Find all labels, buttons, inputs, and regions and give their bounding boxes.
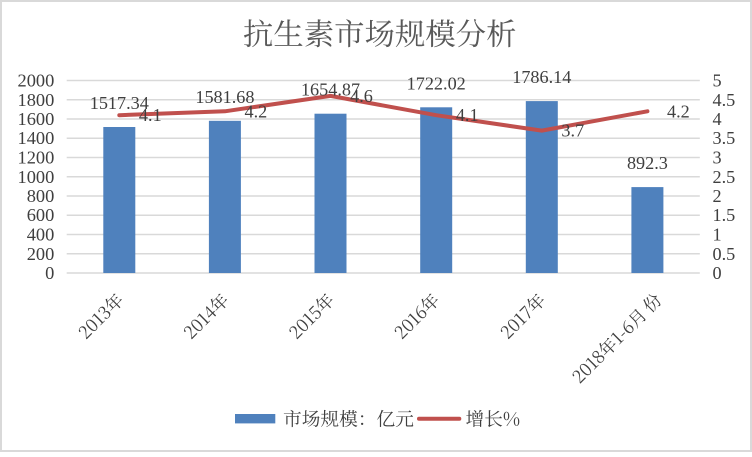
svg-text:2.5: 2.5 (713, 167, 736, 187)
svg-text:1.5: 1.5 (713, 205, 736, 225)
svg-text:4.1: 4.1 (456, 105, 479, 125)
svg-text:2000: 2000 (18, 71, 55, 91)
svg-text:800: 800 (27, 186, 55, 206)
svg-text:4.1: 4.1 (139, 105, 162, 125)
svg-text:4.2: 4.2 (667, 101, 690, 121)
svg-text:1786.14: 1786.14 (512, 67, 571, 87)
svg-text:400: 400 (27, 225, 55, 245)
svg-text:892.3: 892.3 (627, 153, 668, 173)
svg-text:0: 0 (713, 263, 722, 283)
svg-text:1581.68: 1581.68 (195, 87, 254, 107)
svg-text:1517.34: 1517.34 (90, 93, 149, 113)
svg-text:1800: 1800 (18, 90, 55, 110)
svg-text:4.6: 4.6 (350, 86, 373, 106)
svg-text:1400: 1400 (18, 128, 55, 148)
svg-text:4.2: 4.2 (245, 101, 268, 121)
svg-text:2: 2 (713, 186, 722, 206)
svg-text:600: 600 (27, 205, 55, 225)
svg-text:1600: 1600 (18, 109, 55, 129)
svg-text:1722.02: 1722.02 (407, 73, 466, 93)
svg-text:0.5: 0.5 (713, 244, 736, 264)
svg-text:0: 0 (45, 263, 54, 283)
svg-text:200: 200 (27, 244, 55, 264)
svg-text:4.5: 4.5 (713, 90, 736, 110)
svg-text:1654.87: 1654.87 (301, 80, 360, 100)
svg-text:1000: 1000 (18, 167, 55, 187)
svg-text:1: 1 (713, 225, 722, 245)
svg-text:1200: 1200 (18, 148, 55, 168)
svg-text:3.5: 3.5 (713, 128, 736, 148)
svg-text:5: 5 (713, 71, 722, 91)
svg-text:3.7: 3.7 (561, 121, 584, 141)
svg-text:4: 4 (713, 109, 722, 129)
svg-text:3: 3 (713, 148, 722, 168)
